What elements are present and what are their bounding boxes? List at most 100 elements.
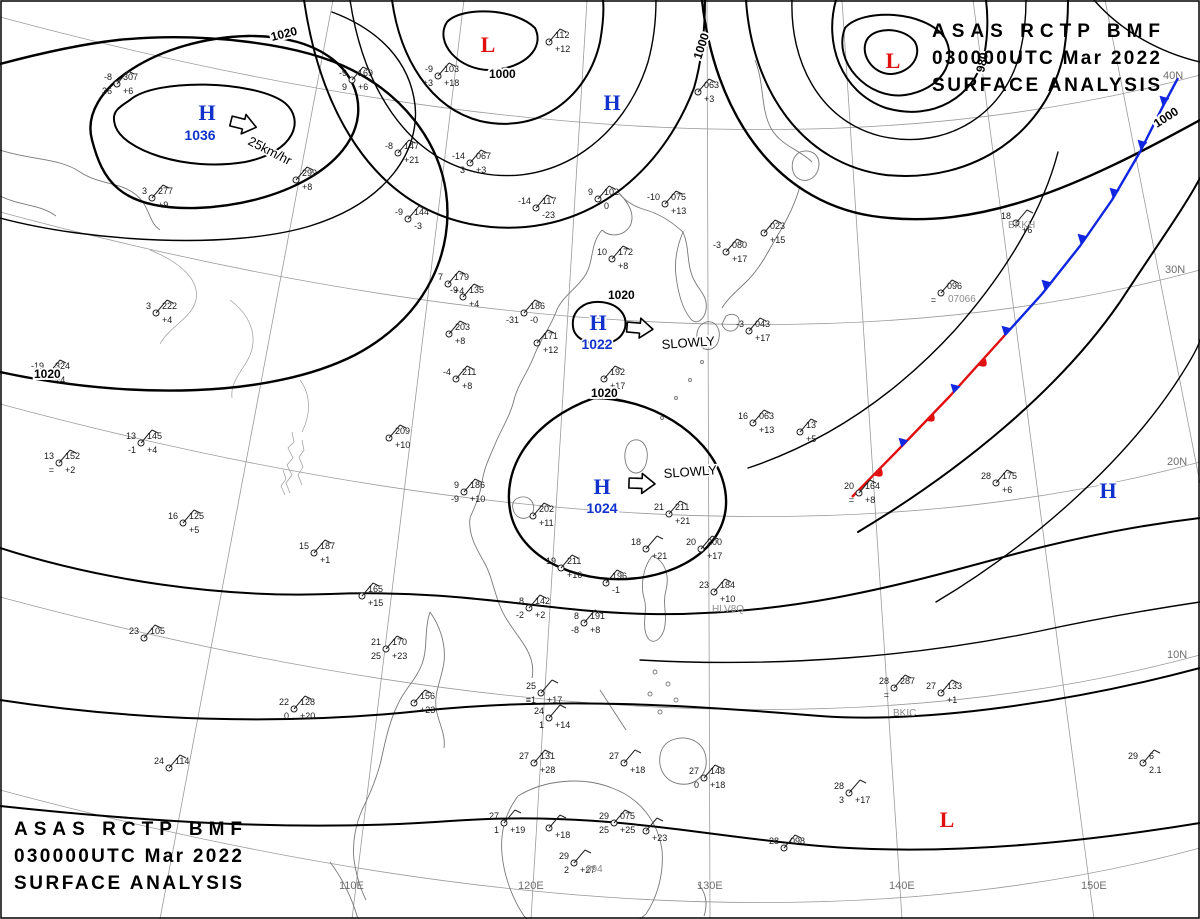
cold-front-triangle-icon [1041,279,1052,290]
station-value: 135 [469,285,484,295]
station-value: 209 [395,426,410,436]
station-plot: 28 175 +6 [981,469,1017,495]
station-value: +13 [671,206,686,216]
station-value: 169 [358,68,373,78]
station-value: +18 [555,830,570,840]
station-id-label: 094 [586,864,603,875]
station-value: -8 [571,625,579,635]
station-value: +2 [65,465,75,475]
parallel-line [0,211,1200,325]
wind-barb-icon [361,582,380,597]
station-value: +21 [675,516,690,526]
station-value: 8 [574,611,579,621]
station-value: 25 [371,651,381,661]
station-plot: 22 128 0 +20 [279,695,315,721]
meridian-line [972,0,1095,919]
station-value: 063 [704,80,719,90]
wind-barb-icon [388,424,407,439]
station-id-label: 07066 [948,294,976,305]
isobar-path [639,601,1200,664]
station-value: 114 [175,756,189,766]
wind-barb-icon [182,509,201,524]
island-icon [660,416,664,420]
station-value: 23 [699,580,709,590]
isobar-path [0,517,1200,616]
station-plot: 19 211 +16 [546,554,582,580]
station-value: 200 [707,537,722,547]
station-plot: -9 135 +4 [450,283,484,309]
lat-label: 30N [1165,264,1185,276]
station-plot: 165+15 [358,582,383,608]
wind-barb-icon [783,834,802,849]
wind-barb-icon [535,194,554,209]
cold-front-triangle-icon [1109,187,1120,198]
station-value: -9 [395,207,403,217]
coastlines [0,59,820,919]
wind-barb-icon [664,190,683,205]
station-value: 16 [738,411,748,421]
station-value: = [931,295,936,305]
station-value: 203 [455,322,470,332]
station-plot: 096 = [931,279,962,305]
wind-barb-icon [597,185,616,200]
station-plot: 196-1 [602,569,627,595]
meridian-line [706,0,711,919]
station-value: 0 [604,201,609,211]
station-value: 21 [654,502,664,512]
station-value: 6 [1149,751,1154,761]
station-plot: 24 1 +14 [534,704,570,730]
station-value: 023 [770,221,785,231]
station-value: +5 [806,434,816,444]
isobar-label: 1020 [608,288,635,302]
station-plot: 27 +18 [609,749,645,775]
island-icon [665,681,671,687]
cold-front-triangle-icon [1001,325,1012,336]
isobars [0,0,1200,851]
wind-barb-icon [748,317,767,332]
terrain-marks [149,249,309,496]
station-plot: 156+23 [410,689,435,715]
station-value: +23 [420,705,435,715]
station-value: +27 [580,865,595,875]
island-icon [674,396,678,400]
wind-barb-icon [893,674,912,689]
station-value: +8 [455,336,465,346]
station-value: +14 [555,720,570,730]
station-value: 098 [790,836,805,846]
coastline-path [469,517,534,679]
meridian-line [351,0,465,919]
station-value: 18 [631,537,641,547]
station-plot: -9 103 +3 +18 [423,62,459,88]
station-plot: 8 142 -2 +2 [516,594,550,620]
station-value: +18 [630,765,645,775]
isobar-path [831,0,989,113]
station-plot: -9 144 -3 [395,205,429,231]
wind-barb-icon [532,502,551,517]
mountain-hatch [280,469,287,496]
parallel-line [0,789,1200,903]
station-value: 147 [404,141,419,151]
station-value: 13 [126,431,136,441]
isobar-label: 1020 [34,367,61,381]
station-value: 131 [540,751,555,761]
wind-barb-icon [295,166,314,181]
station-value: +17 [610,381,625,391]
lon-label: 110E [339,880,364,892]
isobar-path [112,83,296,166]
station-value: +6 [358,82,368,92]
coastline-path [696,321,720,350]
wind-barb-icon [407,205,426,220]
station-plot: 18 +21 [631,535,667,561]
coastline-path [721,314,740,332]
high-center-symbol: H [593,474,610,499]
station-value: +16 [567,570,582,580]
lat-label: 10N [1167,649,1187,661]
coastline-path [512,496,535,519]
wind-barb-icon [437,62,456,77]
wind-barb-icon [1142,749,1161,764]
station-value: 075 [620,811,635,821]
station-value: 144 [414,207,429,217]
station-value: 179 [454,272,469,282]
movement-arrow-icon [228,113,258,135]
island-icon [657,709,663,715]
